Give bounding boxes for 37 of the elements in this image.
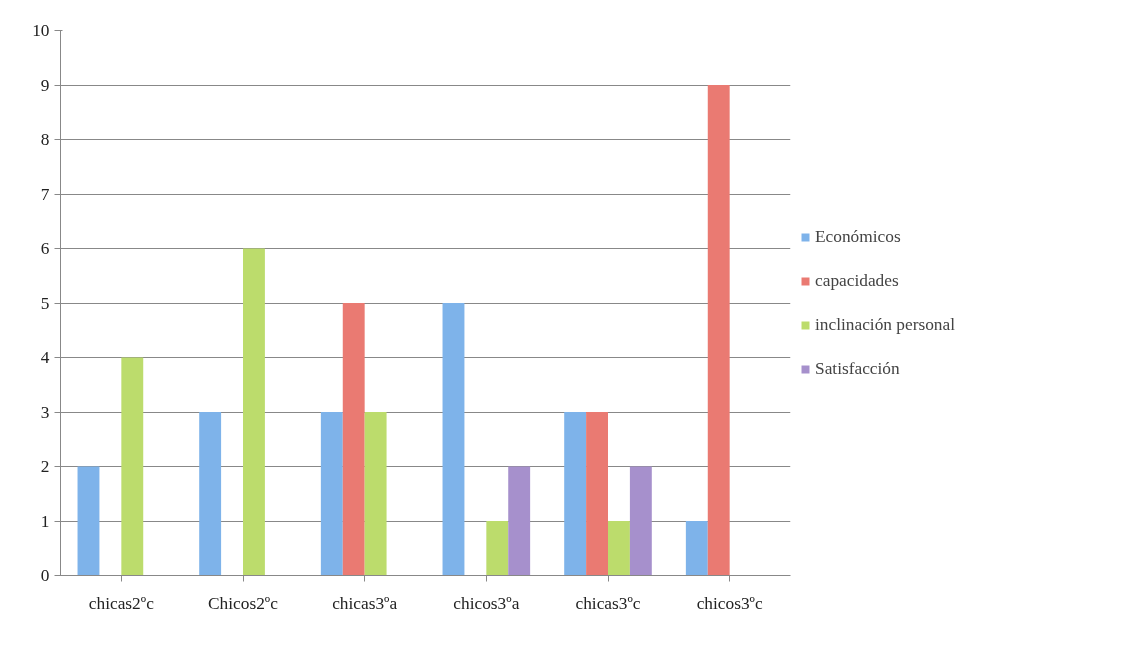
bar [564,412,587,576]
bar [508,466,531,576]
bar [342,303,365,576]
bar [199,412,222,576]
bar [77,466,100,576]
bar [486,521,509,576]
x-tick-label: Chicos2ºc [208,593,279,613]
x-tick-label: chicas2ºc [88,593,155,613]
y-tick-label: 3 [40,402,50,422]
y-tick-label: 4 [40,348,50,367]
legend-label: capacidades [815,270,899,291]
bar [442,303,465,576]
x-tick-label: chicos3ºa [453,593,520,613]
y-tick-label: 10 [32,21,50,40]
y-tick-label: 9 [40,75,50,95]
x-tick-label: chicas3ºa [332,593,398,613]
y-tick-label: 1 [40,511,50,531]
legend-label: Satisfacción [815,358,900,379]
y-tick-label: 7 [40,184,50,204]
y-tick-label: 6 [40,239,50,258]
y-tick-label: 8 [40,130,50,149]
bar [707,85,730,576]
bar [243,248,265,576]
bar [364,412,387,576]
y-tick-label: 2 [40,457,50,476]
y-tick-label: 0 [40,566,50,585]
bar [320,412,343,576]
bar [629,466,652,576]
y-tick-label: 5 [40,293,50,313]
bar [121,357,144,576]
legend-label: Económicos [815,226,901,247]
legend-label: inclinación personal [815,314,956,335]
bar [608,521,630,576]
x-tick-label: chicas3ºc [575,593,641,613]
bar [586,412,608,576]
x-tick-label: chicos3ºc [696,593,763,613]
bar [685,521,708,576]
